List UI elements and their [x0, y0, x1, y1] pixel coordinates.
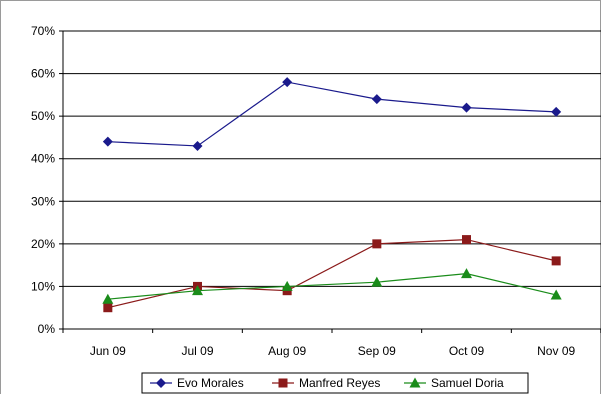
y-tick-label: 70% [31, 24, 55, 38]
data-point-evo-morales [102, 136, 113, 147]
data-point-samuel-doria [461, 268, 472, 279]
data-point-manfred-reyes [462, 235, 471, 245]
y-tick-label: 20% [31, 237, 55, 251]
data-point-manfred-reyes [551, 256, 561, 266]
legend-box [141, 372, 529, 394]
data-point-evo-morales [461, 102, 472, 113]
data-point-samuel-doria [550, 289, 562, 300]
data-point-evo-morales [551, 106, 562, 117]
legend-marker-evo-morales [156, 378, 166, 388]
data-point-evo-morales [371, 94, 382, 105]
legend-label-evo-morales: Evo Morales [177, 376, 244, 390]
data-point-manfred-reyes [372, 239, 382, 249]
x-tick-label: Jul 09 [181, 344, 213, 358]
series-line-manfred-reyes [107, 238, 557, 309]
x-tick-label: Jun 09 [90, 344, 126, 358]
y-tick-label: 0% [38, 322, 56, 336]
y-tick-label: 30% [31, 194, 55, 208]
data-point-samuel-doria [192, 285, 203, 296]
data-point-samuel-doria [281, 280, 293, 291]
data-point-samuel-doria [371, 276, 383, 287]
x-tick-label: Oct 09 [449, 344, 485, 358]
y-tick-label: 50% [31, 109, 55, 123]
x-tick-label: Sep 09 [358, 344, 396, 358]
data-point-evo-morales [282, 77, 293, 88]
legend-marker-manfred-reyes [278, 378, 288, 388]
y-tick-label: 10% [31, 279, 55, 293]
legend-marker-samuel-doria [409, 377, 421, 388]
data-point-manfred-reyes [103, 303, 113, 313]
x-tick-label: Aug 09 [268, 344, 306, 358]
series-line-samuel-doria [107, 273, 557, 300]
data-point-evo-morales [192, 140, 203, 151]
legend-label-samuel-doria: Samuel Doria [431, 376, 504, 390]
series-line-evo-morales [107, 81, 557, 147]
data-point-samuel-doria [102, 293, 114, 304]
y-tick-label: 60% [31, 67, 55, 81]
x-tick-label: Nov 09 [537, 344, 575, 358]
y-tick-label: 40% [31, 152, 55, 166]
legend-label-manfred-reyes: Manfred Reyes [299, 376, 380, 390]
